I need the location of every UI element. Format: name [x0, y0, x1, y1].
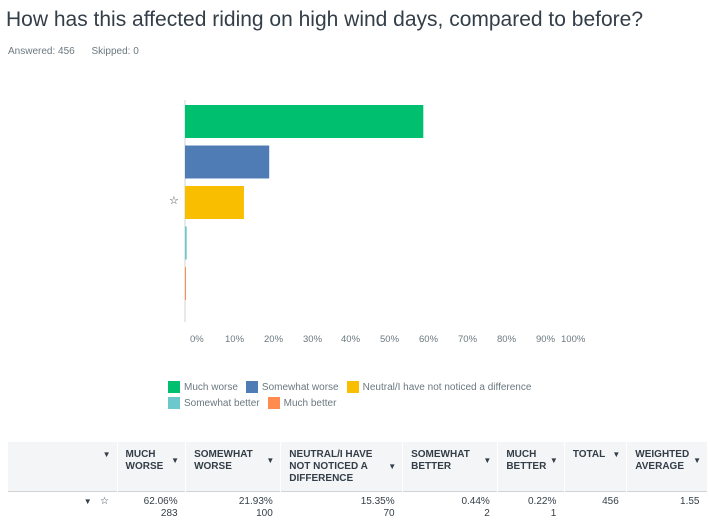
bar-much-worse[interactable] [185, 105, 424, 138]
cell-total: 456 [564, 491, 627, 524]
legend-label: Somewhat better [184, 397, 260, 409]
sort-arrow-icon: ▼ [266, 456, 275, 465]
x-tick-label: 40% [341, 334, 361, 345]
bar-somewhat-better[interactable] [185, 226, 187, 260]
summary-table: ▼ MUCH WORSE ▼ SOMEWHAT WORSE ▼ NEUTRAL/I … [8, 442, 708, 524]
legend-label: Much better [283, 397, 337, 409]
chart-x-ticks: 0% 10% 20% 30% 40% 50% 60% 70% 80% 90% 100% [190, 334, 586, 345]
bar-neutral-i-have-not-noticed-a-difference[interactable] [185, 186, 244, 219]
legend-swatch [267, 397, 280, 409]
legend-swatch [346, 381, 359, 393]
x-tick-label: 30% [303, 334, 323, 345]
legend-item[interactable]: Somewhat better [168, 397, 260, 409]
row-header-cell[interactable]: ▼ ☆ [8, 491, 118, 524]
cell-somewhat-better: 0.44% 2 [402, 491, 498, 524]
answered-count: Answered: 456 [8, 46, 75, 57]
summary-header-row: ▼ MUCH WORSE ▼ SOMEWHAT WORSE ▼ NEUTRAL/I … [8, 442, 708, 492]
x-tick-label: 50% [380, 334, 400, 345]
legend-label: Much worse [184, 381, 238, 393]
x-tick-label: 80% [497, 334, 517, 345]
table-row: ▼ ☆ 62.06% 283 21.93% 100 15.35% 70 0.44% 2 … [8, 491, 708, 524]
header-somewhat-worse[interactable]: SOMEWHAT WORSE ▼ [185, 442, 282, 492]
header-neutral[interactable]: NEUTRAL/I HAVE NOT NOTICED A DIFFERENCE ▼ [280, 442, 404, 492]
header-much-worse[interactable]: MUCH WORSE ▼ [117, 442, 187, 492]
sort-arrow-icon: ▼ [693, 456, 701, 465]
legend-item[interactable]: Much worse [168, 381, 238, 393]
response-meta: Answered: 456 Skipped: 0 [8, 46, 153, 57]
header-total[interactable]: TOTAL ▼ [564, 442, 628, 492]
legend-swatch [168, 381, 180, 393]
x-tick-label: 20% [264, 334, 284, 345]
chart-bars [185, 105, 424, 300]
legend-row: Much worse Somewhat worse Neutral/I have n… [168, 381, 588, 393]
expand-arrow-icon[interactable]: ▼ [83, 497, 92, 506]
cell-neutral: 15.35% 70 [280, 491, 403, 524]
x-tick-label: 90% [536, 334, 556, 345]
legend-label: Neutral/I have not noticed a difference [362, 381, 532, 393]
bar-chart: 0% 10% 20% 30% 40% 50% 60% 70% 80% 90% 100% [184, 100, 586, 345]
legend-label: Somewhat worse [261, 381, 339, 393]
cell-much-worse: 62.06% 283 [117, 491, 186, 524]
sort-arrow-icon: ▼ [171, 456, 180, 465]
legend-item[interactable]: Neutral/I have not noticed a difference [346, 381, 532, 393]
row-star-icon[interactable]: ☆ [100, 496, 110, 507]
legend-item[interactable]: Somewhat worse [245, 381, 339, 393]
skipped-count: Skipped: 0 [91, 46, 139, 57]
cell-somewhat-worse: 21.93% 100 [185, 491, 281, 524]
cell-weighted-average: 1.55 [626, 491, 708, 524]
sort-arrow-icon: ▼ [388, 462, 397, 471]
sort-arrow-icon[interactable]: ▼ [102, 450, 111, 459]
x-tick-label: 0% [190, 334, 204, 345]
x-tick-label: 70% [458, 334, 478, 345]
question-title: How has this affected riding on high win… [6, 8, 643, 31]
x-tick-label: 60% [419, 334, 439, 345]
header-much-better[interactable]: MUCH BETTER ▼ [497, 442, 565, 492]
header-somewhat-better[interactable]: SOMEWHAT BETTER ▼ [402, 442, 499, 492]
row-star-icon[interactable]: ☆ [169, 195, 179, 207]
sort-arrow-icon: ▼ [549, 456, 558, 465]
legend-row: Somewhat better Much better [168, 397, 588, 409]
sort-arrow-icon: ▼ [612, 450, 621, 459]
x-tick-label: 10% [225, 334, 245, 345]
chart-legend: Much worse Somewhat worse Neutral/I have n… [168, 381, 588, 413]
header-filter-cell[interactable]: ▼ [8, 442, 118, 492]
legend-swatch [168, 397, 180, 409]
header-weighted-average[interactable]: WEIGHTED AVERAGE ▼ [626, 442, 708, 492]
cell-much-better: 0.22% 1 [497, 491, 565, 524]
bar-somewhat-worse[interactable] [185, 145, 270, 179]
sort-arrow-icon: ▼ [483, 456, 492, 465]
x-tick-label: 100% [561, 334, 586, 345]
bar-much-better[interactable] [185, 267, 186, 300]
legend-item[interactable]: Much better [267, 397, 337, 409]
legend-swatch [245, 381, 258, 393]
